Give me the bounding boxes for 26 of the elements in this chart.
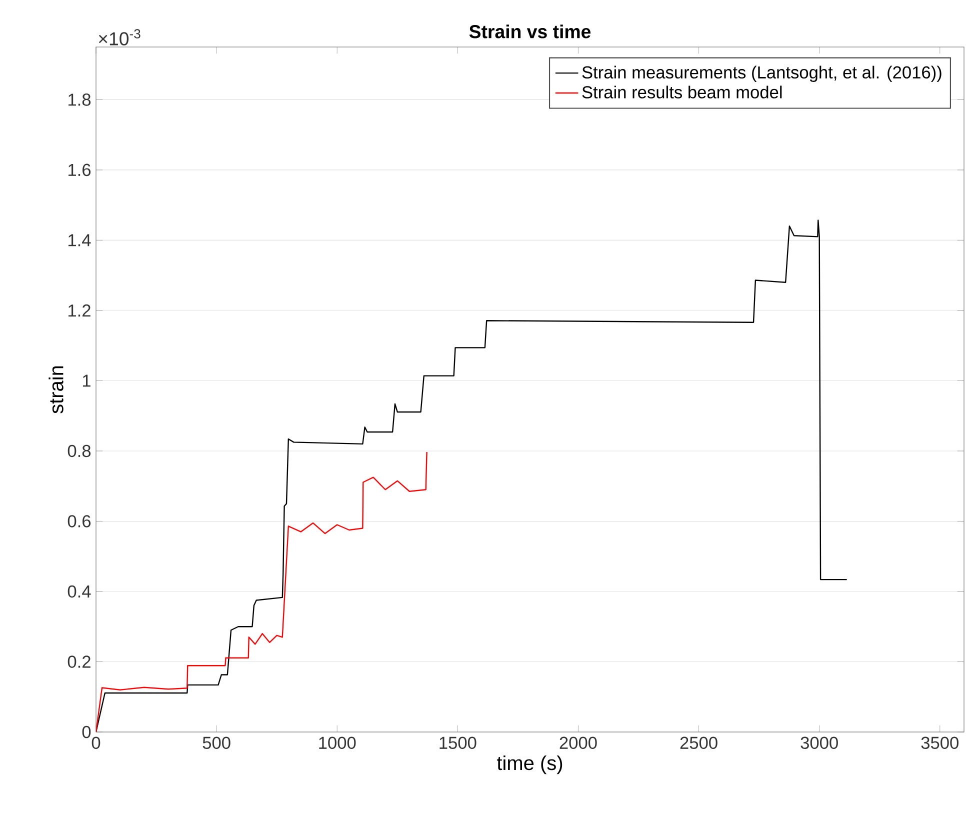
y-tick-label: 0.8 xyxy=(68,444,91,458)
y-tick-label: 0.6 xyxy=(68,515,91,528)
text: ×10$^{-3}$ xyxy=(98,29,140,46)
y-tick-label: 1.2 xyxy=(68,304,90,317)
y-tick-label: 1.4 xyxy=(68,234,91,246)
y-tick-label: 1.8 xyxy=(68,94,91,106)
y-tick-label: 0.2 xyxy=(68,656,90,668)
x-tick-label: 2000 xyxy=(560,736,597,749)
y-tick-label: 0 xyxy=(82,726,91,738)
line-series xyxy=(96,220,848,732)
y-tick-label: 1.6 xyxy=(68,164,91,176)
line-series xyxy=(96,451,428,732)
y-tick-label: 1 xyxy=(82,374,90,387)
x-tick-label: 3000 xyxy=(800,736,838,749)
x-tick-label: 500 xyxy=(202,736,230,749)
chart-title: Strain vs time xyxy=(469,24,591,38)
y-tick-label: 0.4 xyxy=(68,585,91,598)
legend-label: Strain results beam model xyxy=(582,86,782,98)
x-tick-label: 1500 xyxy=(440,736,476,749)
x-tick-label: 1000 xyxy=(319,736,356,749)
x-tick-label: 2500 xyxy=(680,736,718,749)
x-tick-label: 3500 xyxy=(921,736,958,749)
x-tick-label: 0 xyxy=(92,736,100,749)
y-axis-title: strain xyxy=(48,366,64,414)
x-axis-title: time (s) xyxy=(496,755,562,774)
legend-label: Strain measurements (Lantsoght, et al. (2016)) xyxy=(582,66,942,82)
